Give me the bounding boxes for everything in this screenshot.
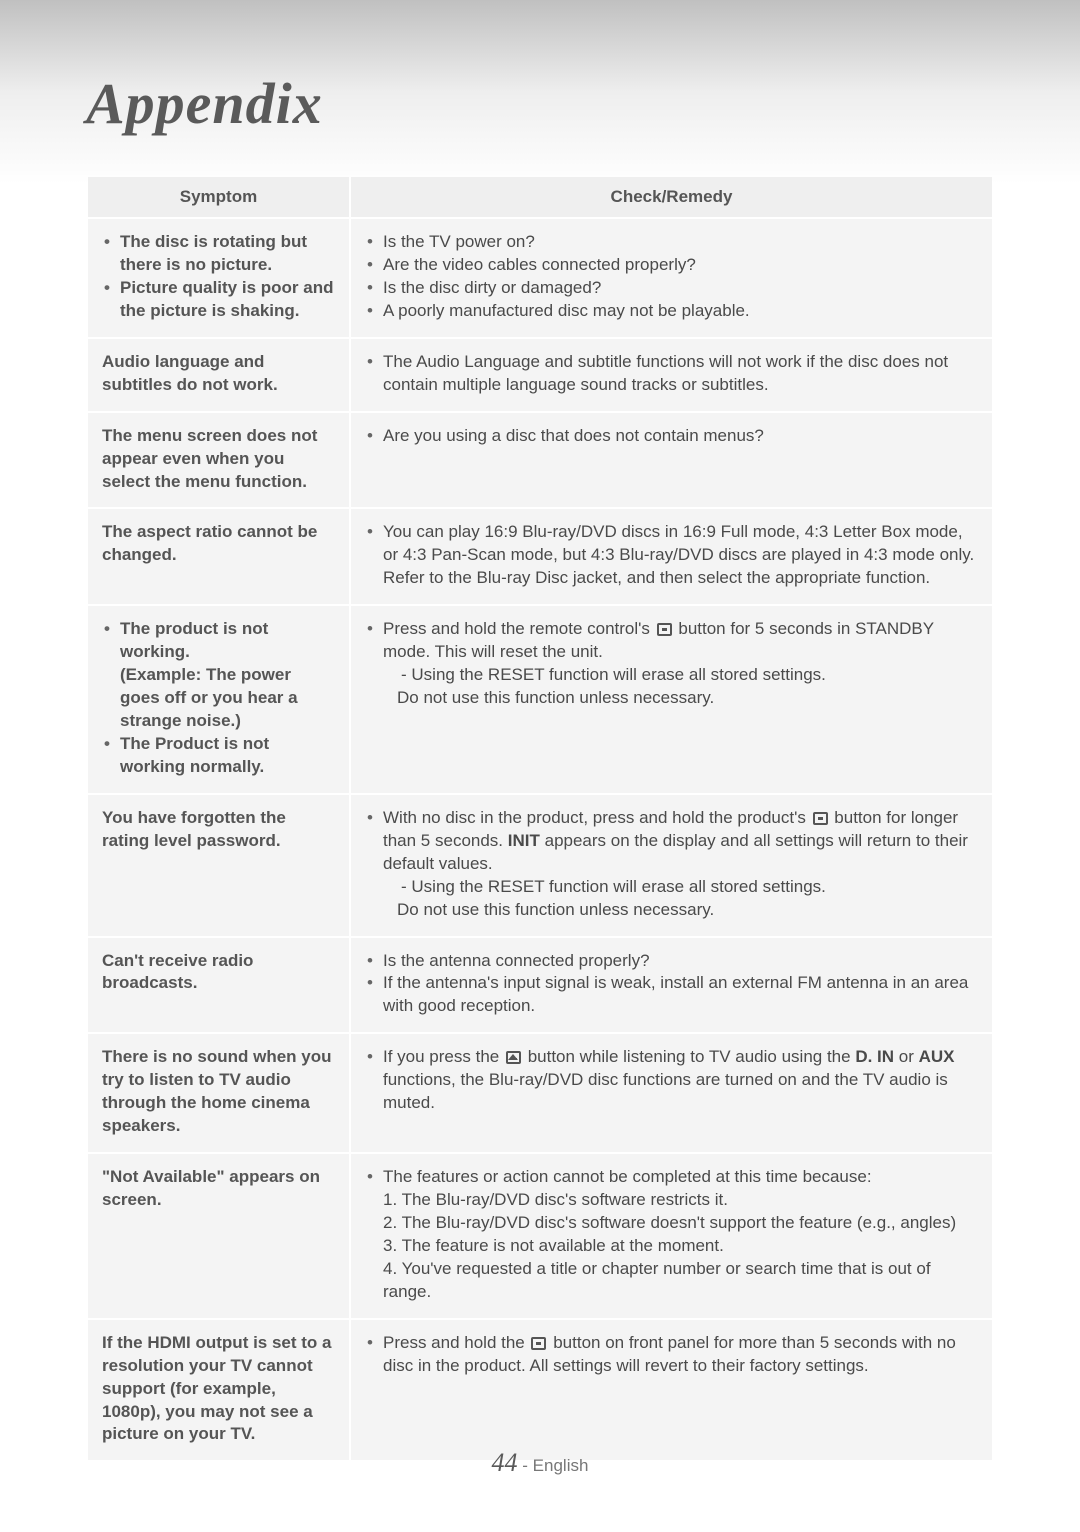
remedy-cell: Press and hold the button on front panel… — [351, 1320, 992, 1461]
remedy-item: The features or action cannot be complet… — [365, 1166, 978, 1304]
remedy-item: Are the video cables connected properly? — [365, 254, 978, 277]
remedy-cell: With no disc in the product, press and h… — [351, 795, 992, 936]
stop-icon — [813, 812, 828, 825]
table-header-row: Symptom Check/Remedy — [88, 177, 992, 217]
remedy-text: Press and hold the remote control's — [383, 619, 655, 638]
remedy-text: functions, the Blu-ray/DVD disc function… — [383, 1070, 948, 1112]
col-symptom: Symptom — [88, 177, 349, 217]
remedy-bold: AUX — [919, 1047, 955, 1066]
table-row: Can't receive radio broadcasts. Is the a… — [88, 938, 992, 1033]
remedy-item: A poorly manufactured disc may not be pl… — [365, 300, 978, 323]
table-row: You have forgotten the rating level pass… — [88, 795, 992, 936]
troubleshooting-table: Symptom Check/Remedy The disc is rotatin… — [86, 175, 994, 1462]
remedy-text: button while listening to TV audio using… — [528, 1047, 856, 1066]
symptom-cell: The menu screen does not appear even whe… — [88, 413, 349, 508]
symptom-cell: The disc is rotating but there is no pic… — [88, 219, 349, 337]
remedy-bold: D. IN — [855, 1047, 894, 1066]
remedy-line: 3. The feature is not available at the m… — [383, 1235, 978, 1258]
page-title: Appendix — [86, 70, 994, 137]
remedy-cell: Are you using a disc that does not conta… — [351, 413, 992, 508]
remedy-cell: Press and hold the remote control's butt… — [351, 606, 992, 793]
remedy-line: 4. You've requested a title or chapter n… — [383, 1258, 978, 1304]
remedy-line: 2. The Blu-ray/DVD disc's software doesn… — [383, 1212, 978, 1235]
remedy-item: If the antenna's input signal is weak, i… — [365, 972, 978, 1018]
table-row: The disc is rotating but there is no pic… — [88, 219, 992, 337]
remedy-text: or — [899, 1047, 919, 1066]
remedy-item: The Audio Language and subtitle function… — [365, 351, 978, 397]
symptom-cell: Audio language and subtitles do not work… — [88, 339, 349, 411]
table-row: If the HDMI output is set to a resolutio… — [88, 1320, 992, 1461]
symptom-cell: Can't receive radio broadcasts. — [88, 938, 349, 1033]
remedy-text: With no disc in the product, press and h… — [383, 808, 811, 827]
remedy-bold: INIT — [508, 831, 540, 850]
remedy-cell: Is the TV power on? Are the video cables… — [351, 219, 992, 337]
remedy-note: Do not use this function unless necessar… — [383, 899, 978, 922]
remedy-note: - Using the RESET function will erase al… — [383, 876, 978, 899]
symptom-cell: If the HDMI output is set to a resolutio… — [88, 1320, 349, 1461]
remedy-text: The features or action cannot be complet… — [383, 1167, 872, 1186]
symptom-item: The product is not working. (Example: Th… — [102, 618, 335, 733]
table-row: There is no sound when you try to listen… — [88, 1034, 992, 1152]
table-row: "Not Available" appears on screen. The f… — [88, 1154, 992, 1318]
page-number: 44 - English — [0, 1448, 1080, 1478]
remedy-item: Is the disc dirty or damaged? — [365, 277, 978, 300]
remedy-item: If you press the button while listening … — [365, 1046, 978, 1115]
symptom-item: The disc is rotating but there is no pic… — [102, 231, 335, 277]
symptom-cell: There is no sound when you try to listen… — [88, 1034, 349, 1152]
eject-icon — [506, 1051, 521, 1064]
table-row: The product is not working. (Example: Th… — [88, 606, 992, 793]
remedy-cell: The features or action cannot be complet… — [351, 1154, 992, 1318]
page-lang-sep: - — [522, 1456, 532, 1475]
col-remedy: Check/Remedy — [351, 177, 992, 217]
remedy-cell: You can play 16:9 Blu-ray/DVD discs in 1… — [351, 509, 992, 604]
remedy-item: You can play 16:9 Blu-ray/DVD discs in 1… — [365, 521, 978, 590]
table-row: Audio language and subtitles do not work… — [88, 339, 992, 411]
remedy-cell: The Audio Language and subtitle function… — [351, 339, 992, 411]
symptom-cell: The product is not working. (Example: Th… — [88, 606, 349, 793]
table-row: The menu screen does not appear even whe… — [88, 413, 992, 508]
remedy-text: Press and hold the — [383, 1333, 529, 1352]
remedy-item: Press and hold the remote control's butt… — [365, 618, 978, 710]
remedy-cell: If you press the button while listening … — [351, 1034, 992, 1152]
page-number-value: 44 — [492, 1448, 518, 1477]
remedy-item: Is the antenna connected properly? — [365, 950, 978, 973]
page-lang: English — [533, 1456, 589, 1475]
remedy-note: Do not use this function unless necessar… — [383, 687, 978, 710]
remedy-item: Press and hold the button on front panel… — [365, 1332, 978, 1378]
symptom-cell: You have forgotten the rating level pass… — [88, 795, 349, 936]
remedy-item: With no disc in the product, press and h… — [365, 807, 978, 922]
stop-icon — [531, 1337, 546, 1350]
symptom-item: The Product is not working normally. — [102, 733, 335, 779]
remedy-text: If you press the — [383, 1047, 504, 1066]
remedy-cell: Is the antenna connected properly? If th… — [351, 938, 992, 1033]
page: Appendix Symptom Check/Remedy The disc i… — [0, 0, 1080, 1532]
remedy-note: - Using the RESET function will erase al… — [383, 664, 978, 687]
remedy-item: Are you using a disc that does not conta… — [365, 425, 978, 448]
stop-icon — [657, 623, 672, 636]
remedy-item: Is the TV power on? — [365, 231, 978, 254]
table-row: The aspect ratio cannot be changed. You … — [88, 509, 992, 604]
remedy-line: 1. The Blu-ray/DVD disc's software restr… — [383, 1189, 978, 1212]
symptom-cell: "Not Available" appears on screen. — [88, 1154, 349, 1318]
symptom-cell: The aspect ratio cannot be changed. — [88, 509, 349, 604]
symptom-item: Picture quality is poor and the picture … — [102, 277, 335, 323]
